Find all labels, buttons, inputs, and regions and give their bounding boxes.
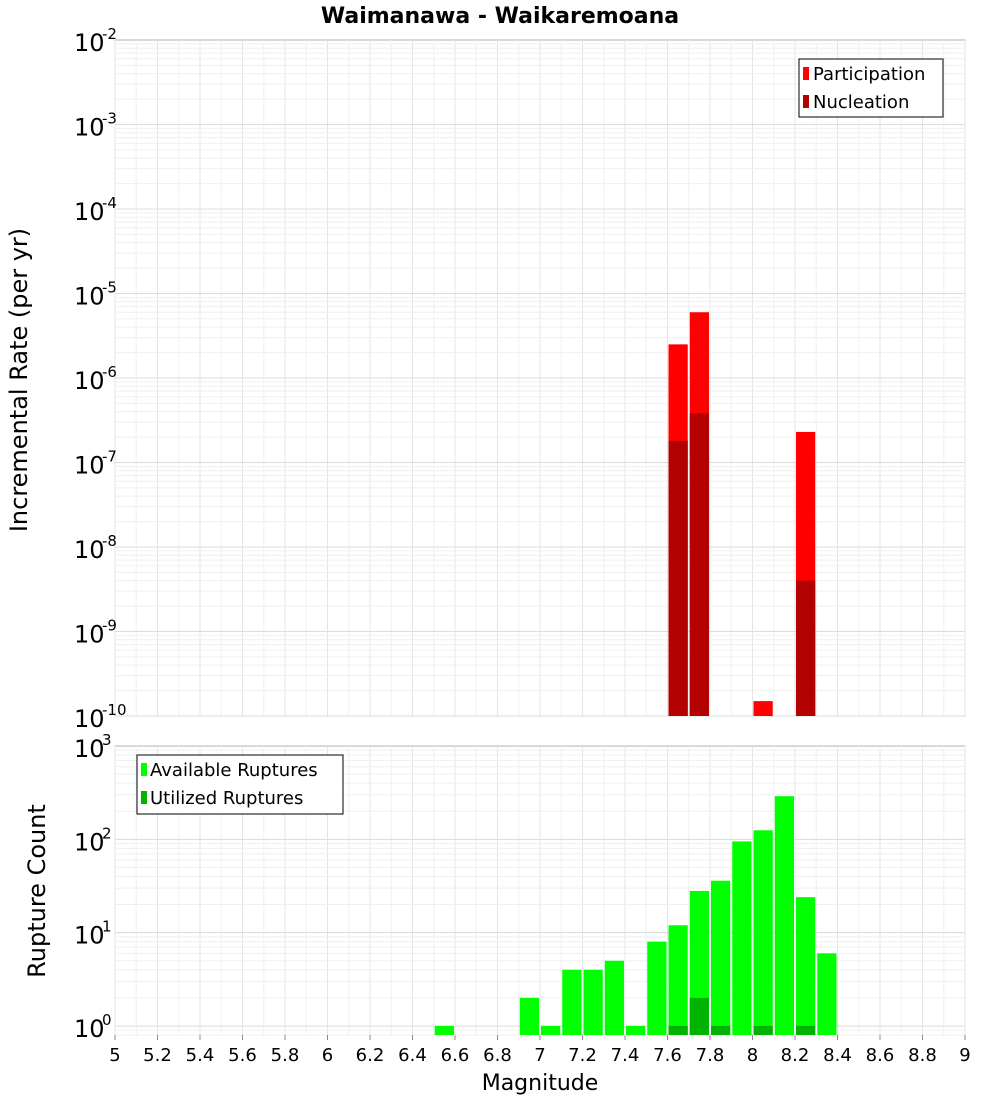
top-y-axis-label: Incremental Rate (per yr) [5,228,33,532]
legend-label-nucleation: Nucleation [813,92,909,113]
legend-swatch-nucleation [803,95,809,108]
bar-available-ruptures [817,953,837,1035]
bar-available-ruptures [541,1025,561,1035]
y-tick-label: 10 [74,29,105,57]
y-tick-exponent: -9 [102,617,117,635]
x-tick-label: 5.6 [228,1045,257,1066]
x-tick-label: 5.2 [143,1045,172,1066]
y-tick-exponent: -6 [102,363,117,381]
x-tick-label: 6.6 [441,1045,470,1066]
y-tick-exponent: -3 [102,110,117,128]
bar-nucleation [689,413,709,716]
y-tick-exponent: -4 [102,194,117,212]
y-tick-exponent: -5 [102,279,117,297]
y-tick-label: 10 [74,621,105,649]
x-tick-label: 6.4 [398,1045,427,1066]
bar-available-ruptures [519,997,539,1035]
bar-utilized-ruptures [796,1025,816,1035]
bar-available-ruptures [604,960,624,1035]
legend-label-utilized-ruptures: Utilized Ruptures [150,788,303,809]
y-tick-label: 10 [74,922,105,950]
bar-available-ruptures [774,796,794,1035]
x-tick-label: 6.8 [483,1045,512,1066]
x-axis-label: Magnitude [482,1071,599,1096]
top-legend: Participation Nucleation [798,58,944,118]
x-tick-label: 8.4 [823,1045,852,1066]
y-tick-exponent: 2 [102,824,112,842]
legend-label-participation: Participation [813,64,925,85]
y-tick-label: 10 [74,198,105,226]
x-tick-label: 7.2 [568,1045,597,1066]
y-tick-exponent: -8 [102,532,117,550]
y-tick-label: 10 [74,828,105,856]
legend-label-available-ruptures: Available Ruptures [150,760,318,781]
y-tick-label: 10 [74,114,105,142]
x-tick-label: 9 [959,1045,970,1066]
y-tick-exponent: -7 [102,448,117,466]
top-bars [668,312,816,716]
bar-utilized-ruptures [689,997,709,1035]
bar-participation [753,701,773,716]
y-tick-label: 10 [74,705,105,733]
y-tick-exponent: 3 [102,731,112,749]
legend-swatch-available-ruptures [141,763,147,776]
x-tick-label: 5.8 [271,1045,300,1066]
bar-available-ruptures [434,1025,454,1035]
bar-available-ruptures [626,1025,646,1035]
x-tick-label: 5 [109,1045,120,1066]
y-tick-label: 10 [74,283,105,311]
bar-available-ruptures [583,969,603,1035]
x-tick-label: 7.8 [696,1045,725,1066]
y-tick-exponent: 1 [102,918,112,936]
x-tick-label: 7.6 [653,1045,682,1066]
x-ticks: 5 5.2 5.4 5.6 5.8 6 6.2 6.4 6.6 6.8 7 7.2 7.4 7.6 7.8 8… [109,1035,971,1066]
bar-utilized-ruptures [711,1025,731,1035]
bar-available-ruptures [732,841,752,1035]
y-tick-label: 10 [74,367,105,395]
bar-available-ruptures [647,941,667,1035]
bottom-legend-box [136,754,344,815]
bar-available-ruptures [668,925,688,1035]
y-tick-label: 10 [74,536,105,564]
legend-swatch-utilized-ruptures [141,791,147,804]
bar-available-ruptures [753,830,773,1035]
y-tick-label: 10 [74,735,105,763]
top-y-ticks: 10-210-310-410-510-610-710-810-910-10 [74,25,127,733]
x-tick-label: 8.8 [908,1045,937,1066]
x-tick-label: 8.2 [781,1045,810,1066]
bar-available-ruptures [711,880,731,1035]
bottom-y-axis-label: Rupture Count [23,804,51,978]
top-legend-box [798,58,944,118]
bar-nucleation [796,580,816,716]
x-tick-label: 6.2 [356,1045,385,1066]
x-tick-label: 6 [322,1045,333,1066]
bar-nucleation [668,440,688,716]
bottom-bars [434,796,837,1035]
bar-available-ruptures [796,897,816,1035]
bar-utilized-ruptures [668,1025,688,1035]
chart-title: Waimanawa - Waikaremoana [321,4,679,29]
y-tick-exponent: 0 [102,1011,112,1029]
y-tick-label: 10 [74,452,105,480]
x-tick-label: 8 [747,1045,758,1066]
y-tick-label: 10 [74,1015,105,1043]
bottom-legend: Available Ruptures Utilized Ruptures [136,754,344,815]
bar-utilized-ruptures [753,1025,773,1035]
y-tick-exponent: -10 [102,701,127,719]
y-tick-exponent: -2 [102,25,117,43]
top-grid [114,40,966,717]
legend-swatch-participation [803,67,809,80]
x-tick-label: 7 [534,1045,545,1066]
x-tick-label: 5.4 [186,1045,215,1066]
bar-available-ruptures [562,969,582,1035]
x-tick-label: 8.6 [866,1045,895,1066]
x-tick-label: 7.4 [611,1045,640,1066]
